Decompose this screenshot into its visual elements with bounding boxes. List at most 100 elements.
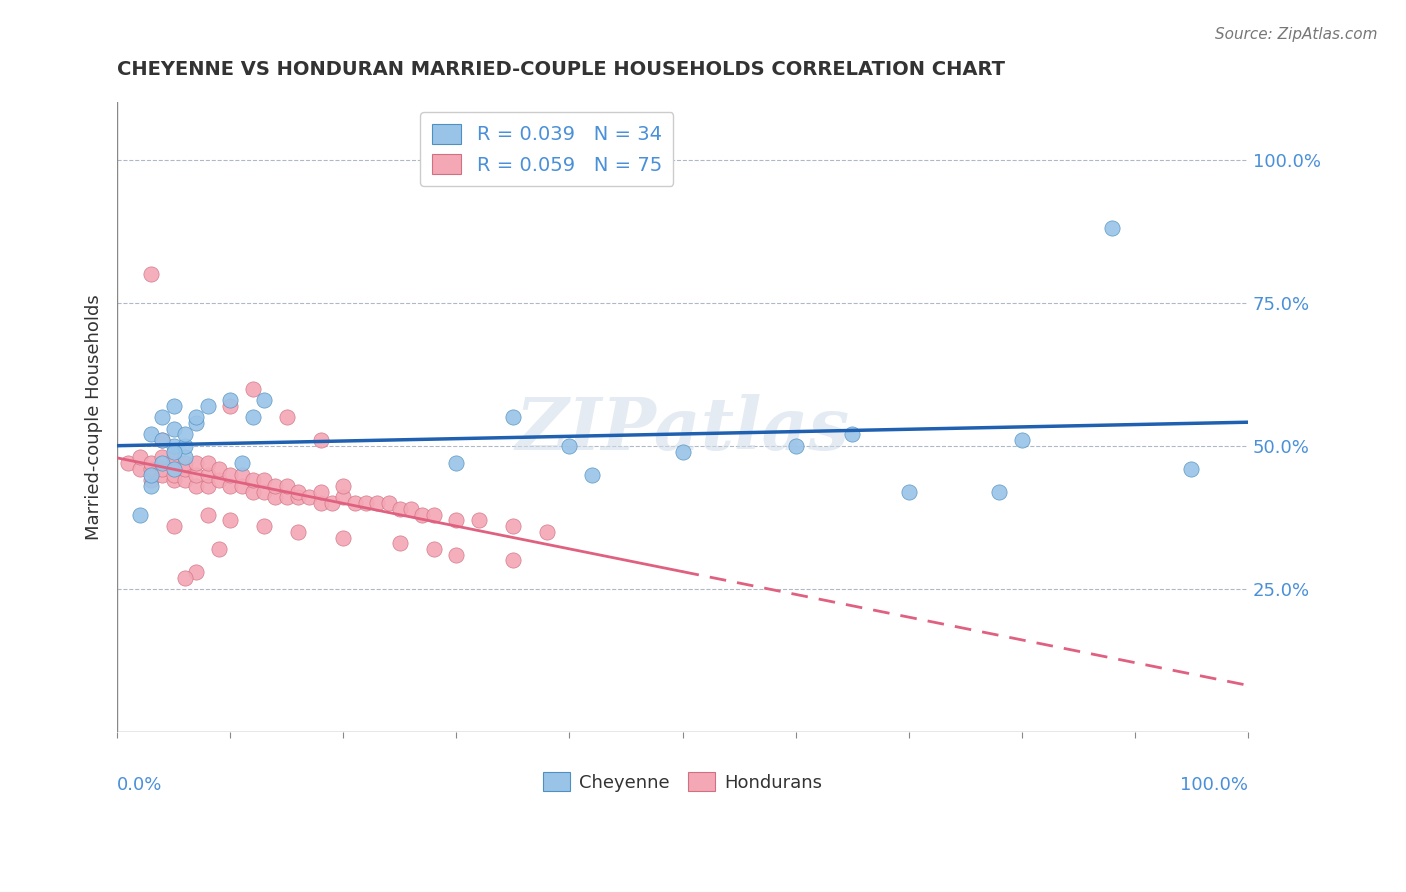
Point (139, 456, 162, 470)
Point (581, 467, 603, 482)
Point (276, 410, 298, 425)
Text: CHEYENNE VS HONDURAN MARRIED-COUPLE HOUSEHOLDS CORRELATION CHART: CHEYENNE VS HONDURAN MARRIED-COUPLE HOUS… (117, 60, 1005, 78)
Point (276, 479, 298, 493)
Point (298, 491, 321, 505)
Point (332, 479, 354, 493)
Point (117, 456, 139, 470)
Point (197, 479, 219, 493)
Point (1101, 221, 1123, 235)
Point (988, 484, 1011, 499)
Point (231, 467, 253, 482)
Point (242, 382, 264, 396)
Point (163, 444, 186, 458)
Point (197, 467, 219, 482)
Point (174, 456, 197, 470)
Point (197, 399, 219, 413)
Point (264, 479, 287, 493)
Point (174, 462, 197, 476)
Point (219, 399, 242, 413)
Point (502, 553, 524, 567)
Point (219, 479, 242, 493)
Point (411, 508, 433, 522)
Point (219, 467, 242, 482)
Point (377, 496, 399, 510)
Point (208, 462, 231, 476)
Point (152, 462, 174, 476)
Point (208, 541, 231, 556)
Point (139, 467, 162, 482)
Point (163, 462, 186, 476)
Point (219, 393, 242, 408)
Point (332, 491, 354, 505)
Point (332, 531, 354, 545)
Point (671, 444, 693, 458)
Point (174, 439, 197, 453)
Point (152, 434, 174, 448)
Point (242, 473, 264, 487)
Point (1011, 434, 1033, 448)
Point (309, 484, 332, 499)
Point (253, 519, 276, 533)
Point (309, 496, 332, 510)
Point (163, 422, 186, 436)
Point (163, 439, 186, 453)
Point (242, 484, 264, 499)
Text: Source: ZipAtlas.com: Source: ZipAtlas.com (1215, 27, 1378, 42)
Point (139, 267, 162, 281)
Point (197, 508, 219, 522)
Point (186, 416, 208, 430)
Point (139, 427, 162, 442)
Point (231, 479, 253, 493)
Point (388, 502, 411, 516)
Point (139, 473, 162, 487)
Point (163, 399, 186, 413)
Point (423, 508, 446, 522)
Point (174, 473, 197, 487)
Point (186, 467, 208, 482)
Point (186, 565, 208, 579)
Point (321, 496, 343, 510)
Point (152, 410, 174, 425)
Point (242, 410, 264, 425)
Point (253, 473, 276, 487)
Point (354, 496, 377, 510)
Point (139, 479, 162, 493)
Point (174, 427, 197, 442)
Point (152, 450, 174, 465)
Y-axis label: Married-couple Households: Married-couple Households (86, 294, 103, 541)
Point (841, 427, 863, 442)
Point (253, 484, 276, 499)
Point (423, 541, 446, 556)
Point (197, 456, 219, 470)
Text: ZIPatlas: ZIPatlas (516, 394, 849, 466)
Point (152, 456, 174, 470)
Point (502, 519, 524, 533)
Point (276, 491, 298, 505)
Point (163, 473, 186, 487)
Point (128, 462, 150, 476)
Legend: Cheyenne, Hondurans: Cheyenne, Hondurans (536, 765, 830, 799)
Point (186, 410, 208, 425)
Point (186, 479, 208, 493)
Point (231, 456, 253, 470)
Point (208, 473, 231, 487)
Point (253, 393, 276, 408)
Point (446, 548, 468, 562)
Point (163, 456, 186, 470)
Point (139, 462, 162, 476)
Text: 100.0%: 100.0% (1180, 776, 1249, 795)
Point (388, 536, 411, 550)
Point (163, 519, 186, 533)
Point (287, 491, 309, 505)
Point (309, 434, 332, 448)
Point (264, 491, 287, 505)
Point (163, 450, 186, 465)
Point (446, 513, 468, 527)
Point (468, 513, 491, 527)
Text: 0.0%: 0.0% (117, 776, 163, 795)
Point (399, 502, 422, 516)
Point (558, 439, 581, 453)
Point (152, 467, 174, 482)
Point (152, 434, 174, 448)
Point (163, 467, 186, 482)
